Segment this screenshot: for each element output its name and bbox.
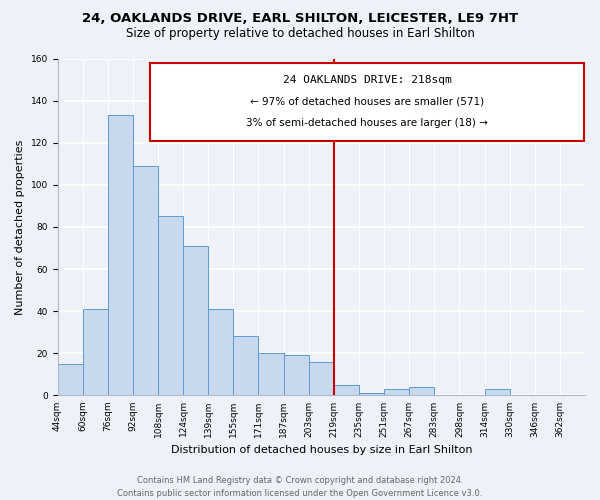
Bar (485, 389, 509, 396)
Bar (384, 389, 409, 396)
Bar (259, 354, 284, 396)
Bar (284, 356, 309, 396)
X-axis label: Distribution of detached houses by size in Earl Shilton: Distribution of detached houses by size … (170, 445, 472, 455)
Bar (359, 394, 384, 396)
Bar (133, 166, 158, 396)
Text: 24 OAKLANDS DRIVE: 218sqm: 24 OAKLANDS DRIVE: 218sqm (283, 75, 451, 85)
Text: 24, OAKLANDS DRIVE, EARL SHILTON, LEICESTER, LE9 7HT: 24, OAKLANDS DRIVE, EARL SHILTON, LEICES… (82, 12, 518, 26)
Bar (208, 309, 233, 396)
Bar (233, 336, 259, 396)
Bar (83, 309, 108, 396)
Text: Contains HM Land Registry data © Crown copyright and database right 2024.
Contai: Contains HM Land Registry data © Crown c… (118, 476, 482, 498)
Text: ← 97% of detached houses are smaller (571): ← 97% of detached houses are smaller (57… (250, 96, 484, 106)
Text: 3% of semi-detached houses are larger (18) →: 3% of semi-detached houses are larger (1… (246, 118, 488, 128)
Bar (183, 246, 208, 396)
Bar (309, 362, 334, 396)
Y-axis label: Number of detached properties: Number of detached properties (15, 140, 25, 314)
Bar (108, 116, 133, 396)
Bar (409, 387, 434, 396)
Text: Size of property relative to detached houses in Earl Shilton: Size of property relative to detached ho… (125, 28, 475, 40)
Bar (334, 385, 359, 396)
Bar (151, 62, 584, 140)
Bar (158, 216, 183, 396)
Bar (58, 364, 83, 396)
